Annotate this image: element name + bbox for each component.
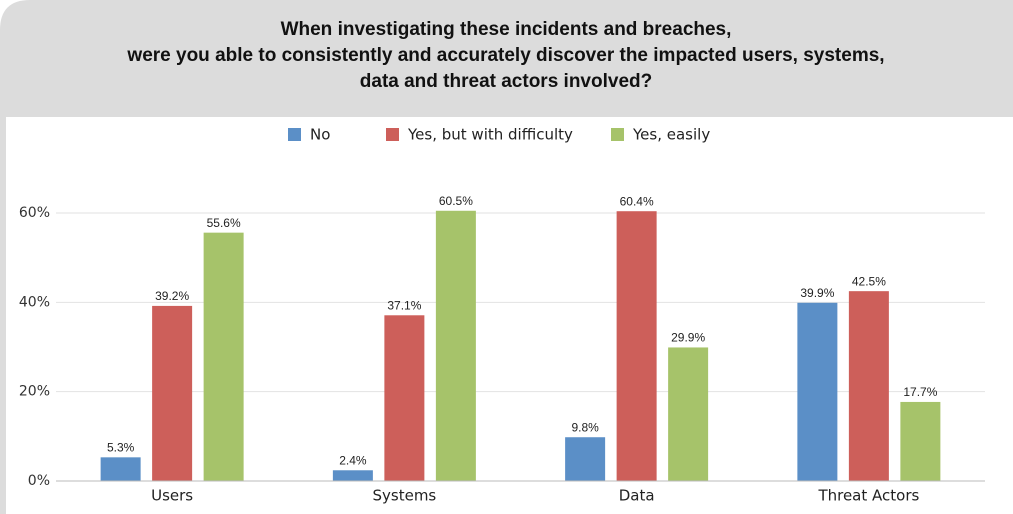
legend-swatch (386, 128, 399, 141)
value-label: 2.4% (339, 453, 367, 467)
value-label: 60.4% (620, 194, 654, 208)
value-label: 55.6% (207, 216, 241, 230)
bar (616, 211, 657, 482)
value-label: 42.5% (852, 274, 886, 288)
value-label: 39.9% (800, 286, 834, 300)
value-label: 60.5% (439, 194, 473, 208)
legend-label: Yes, easily (632, 126, 710, 144)
legend-label: Yes, but with difficulty (407, 126, 573, 144)
bar (384, 315, 425, 481)
y-tick-label: 0% (28, 473, 50, 489)
bar (203, 232, 244, 481)
x-tick-label: Users (151, 487, 193, 505)
legend-swatch (611, 128, 624, 141)
bar (848, 291, 889, 481)
value-label: 29.9% (671, 331, 705, 345)
value-label: 5.3% (107, 440, 135, 454)
chart-title: data and threat actors involved? (360, 71, 652, 92)
value-label: 37.1% (387, 298, 421, 312)
x-tick-label: Data (619, 487, 655, 505)
legend-swatch (288, 128, 301, 141)
bar (435, 210, 476, 481)
bar (900, 401, 941, 481)
legend-label: No (310, 126, 330, 144)
bar (565, 437, 606, 481)
bar (797, 302, 838, 481)
bar (668, 347, 709, 481)
x-tick-label: Systems (373, 487, 437, 505)
chart-title: When investigating these incidents and b… (281, 19, 732, 40)
value-label: 17.7% (903, 385, 937, 399)
value-label: 9.8% (571, 420, 599, 434)
y-tick-label: 40% (19, 294, 50, 310)
chart-title: were you able to consistently and accura… (126, 45, 884, 66)
y-tick-label: 60% (19, 205, 50, 221)
bar (100, 457, 141, 481)
y-tick-label: 20% (19, 384, 50, 400)
value-label: 39.2% (155, 289, 189, 303)
x-tick-label: Threat Actors (817, 487, 919, 505)
bar (332, 470, 373, 481)
bar (152, 305, 193, 481)
